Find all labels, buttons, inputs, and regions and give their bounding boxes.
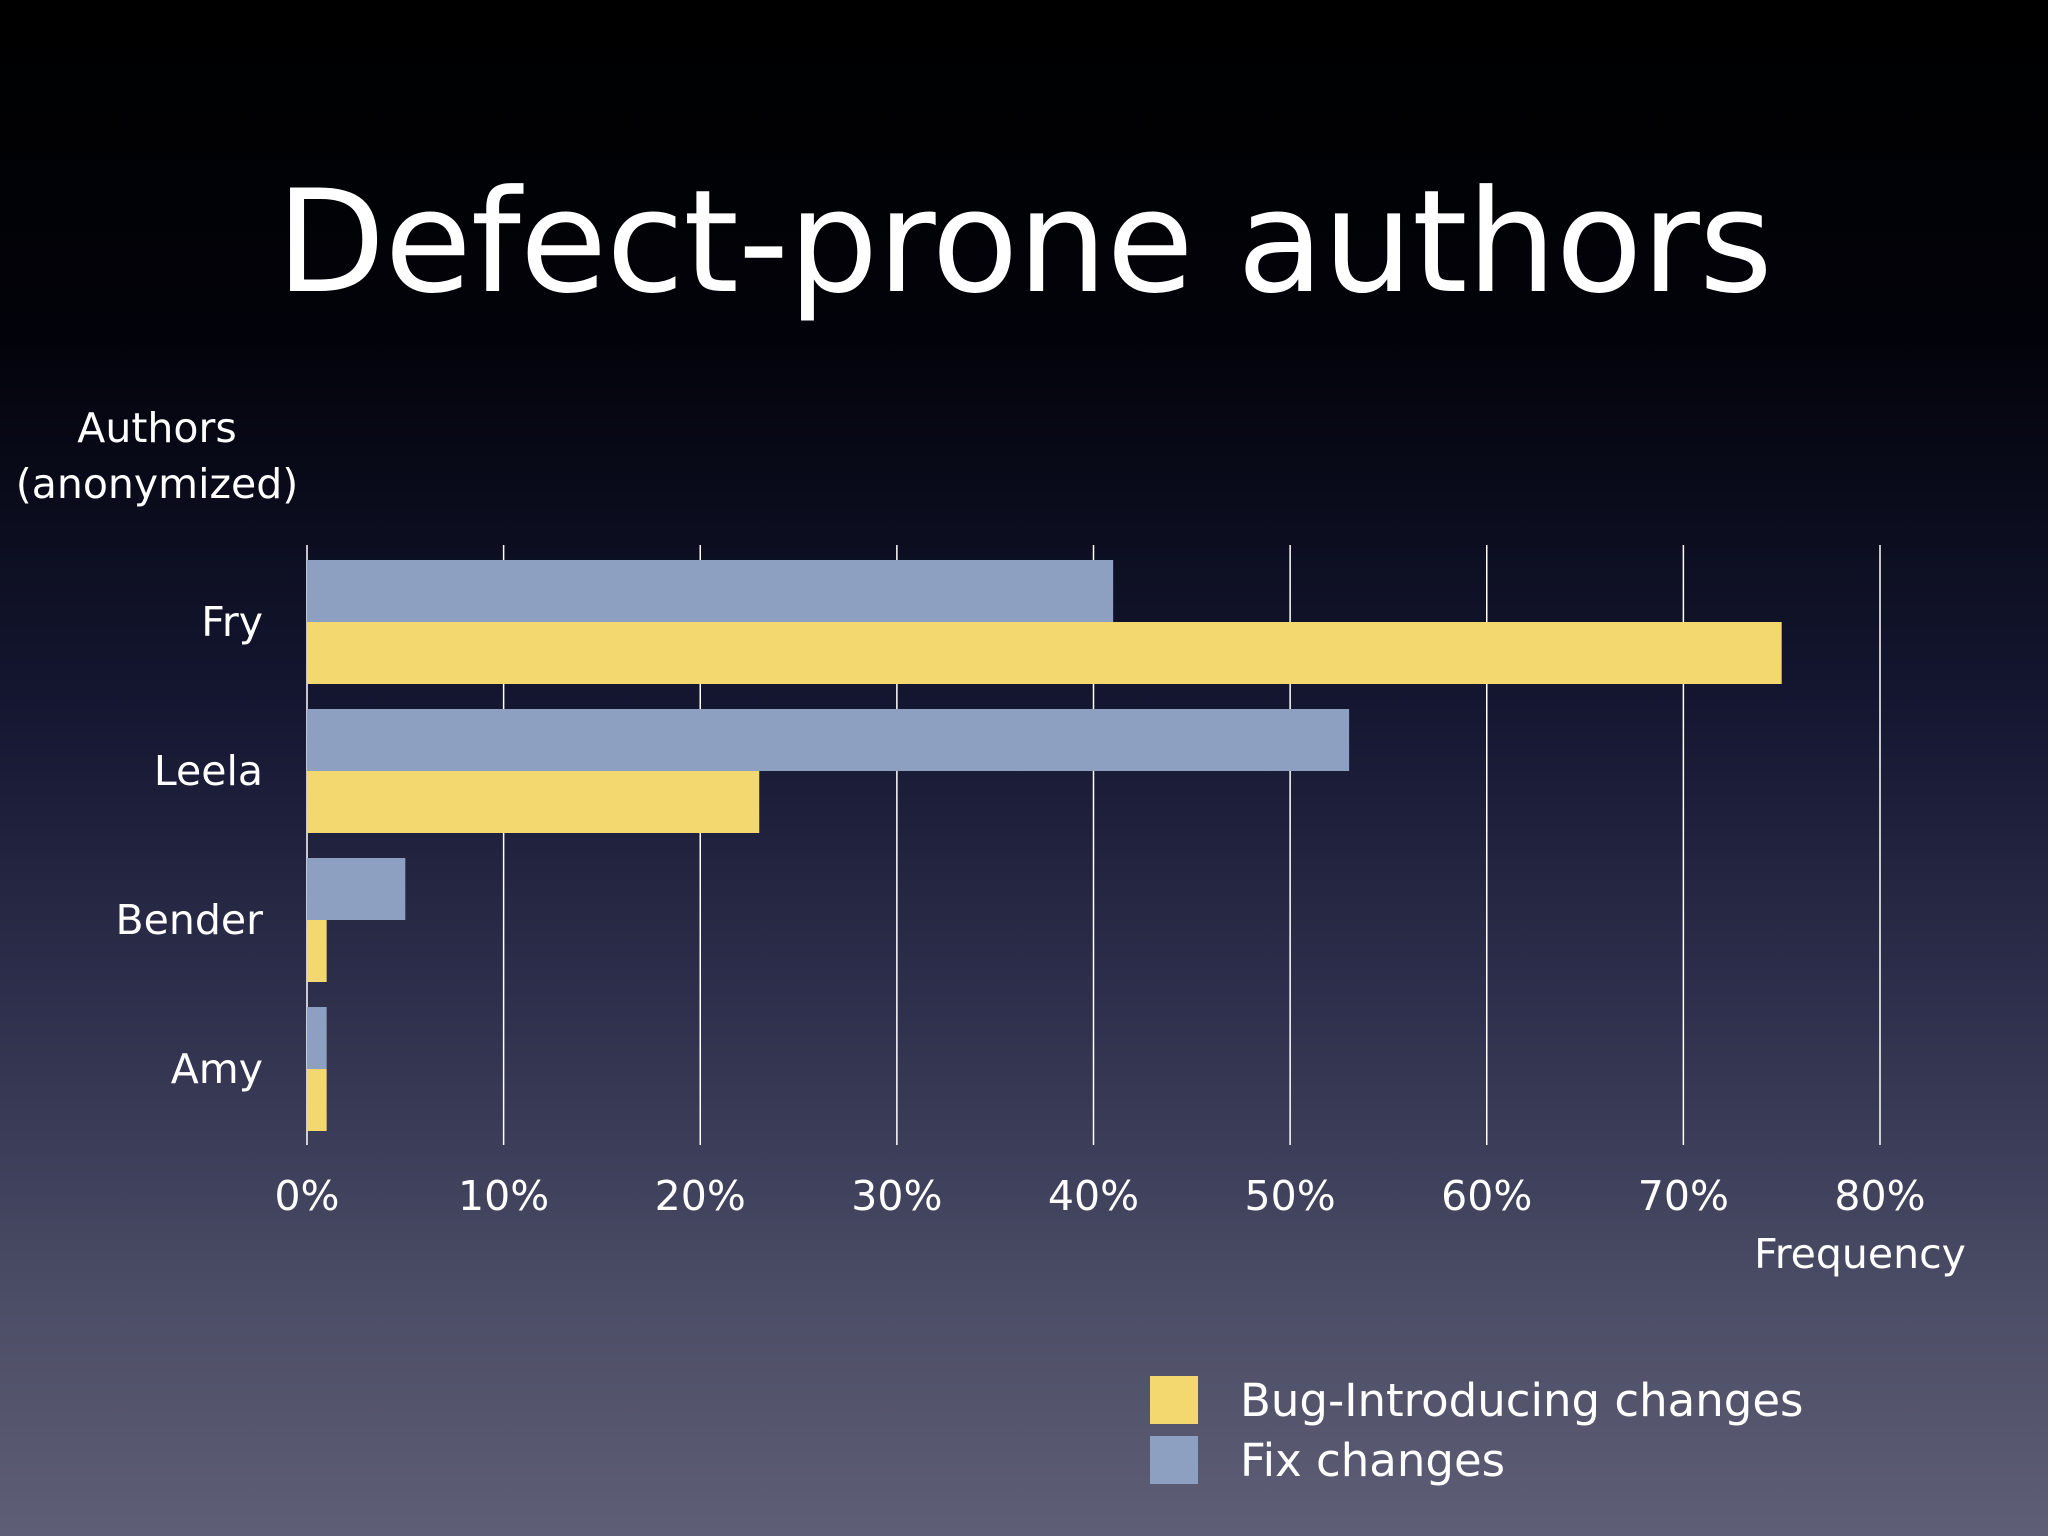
- x-tick-label: 60%: [1441, 1172, 1532, 1220]
- bar-leela-bug: [307, 771, 760, 833]
- bar-leela-fix: [307, 709, 1350, 771]
- slide-title: Defect-prone authors: [276, 160, 1773, 325]
- legend-item-fix: Fix changes: [1150, 1430, 1803, 1490]
- legend: Bug-Introducing changes Fix changes: [1150, 1370, 1803, 1490]
- x-tick-label: 50%: [1245, 1172, 1336, 1220]
- x-tick-label: 10%: [458, 1172, 549, 1220]
- x-axis-label: Frequency: [1754, 1230, 1966, 1278]
- bar-fry-bug: [307, 622, 1782, 684]
- bar-bender-fix: [307, 858, 406, 920]
- x-tick-label: 80%: [1834, 1172, 1925, 1220]
- category-label: Bender: [116, 896, 264, 944]
- x-tick-label: 20%: [655, 1172, 746, 1220]
- category-label: Leela: [154, 747, 263, 795]
- bar-amy-fix: [307, 1007, 327, 1069]
- bar-bender-bug: [307, 920, 327, 982]
- x-tick-label: 30%: [851, 1172, 942, 1220]
- bar-amy-bug: [307, 1069, 327, 1131]
- x-tick-label: 0%: [274, 1172, 339, 1220]
- y-axis-label-line1: Authors: [77, 404, 237, 452]
- legend-item-bug: Bug-Introducing changes: [1150, 1370, 1803, 1430]
- x-tick-labels: 0% 10% 20% 30% 40% 50% 60% 70% 80%: [274, 1172, 1925, 1220]
- category-labels: Fry Leela Bender Amy: [116, 598, 264, 1093]
- y-axis-label: Authors (anonymized): [0, 400, 314, 512]
- bar-fry-fix: [307, 560, 1114, 622]
- x-tick-label: 70%: [1638, 1172, 1729, 1220]
- category-label: Fry: [201, 598, 263, 646]
- y-axis-label-line2: (anonymized): [15, 460, 299, 508]
- x-tick-label: 40%: [1048, 1172, 1139, 1220]
- legend-swatch-fix: [1150, 1436, 1198, 1484]
- legend-label-bug: Bug-Introducing changes: [1240, 1373, 1804, 1427]
- legend-label-fix: Fix changes: [1240, 1433, 1506, 1487]
- bars: [307, 560, 1782, 1131]
- category-label: Amy: [171, 1045, 263, 1093]
- legend-swatch-bug: [1150, 1376, 1198, 1424]
